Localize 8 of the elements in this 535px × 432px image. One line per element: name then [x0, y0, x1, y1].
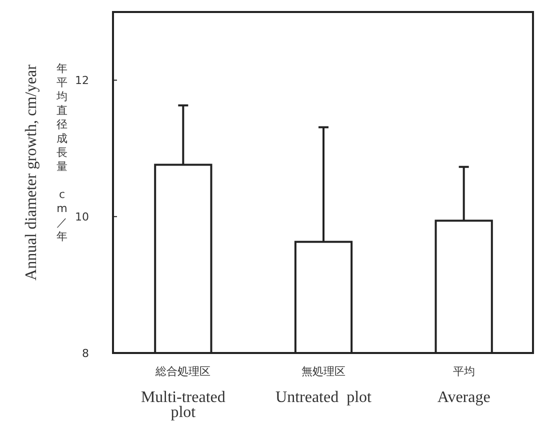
x-tick-label: 平均 Average [437, 365, 490, 406]
y-tick-label: 12 [75, 74, 89, 88]
x-tick-label: 無処理区 Untreated plot [276, 365, 372, 406]
y-tick-label: 10 [75, 210, 89, 224]
text: 年平均直径成長量 cm／年 [56, 62, 68, 243]
x-tick-label: 総合処理区 Multi-treated plot [140, 365, 226, 421]
y-axis-title: Annual diameter growth, cm/year [23, 64, 40, 280]
y-tick-label: 8 [82, 346, 89, 360]
